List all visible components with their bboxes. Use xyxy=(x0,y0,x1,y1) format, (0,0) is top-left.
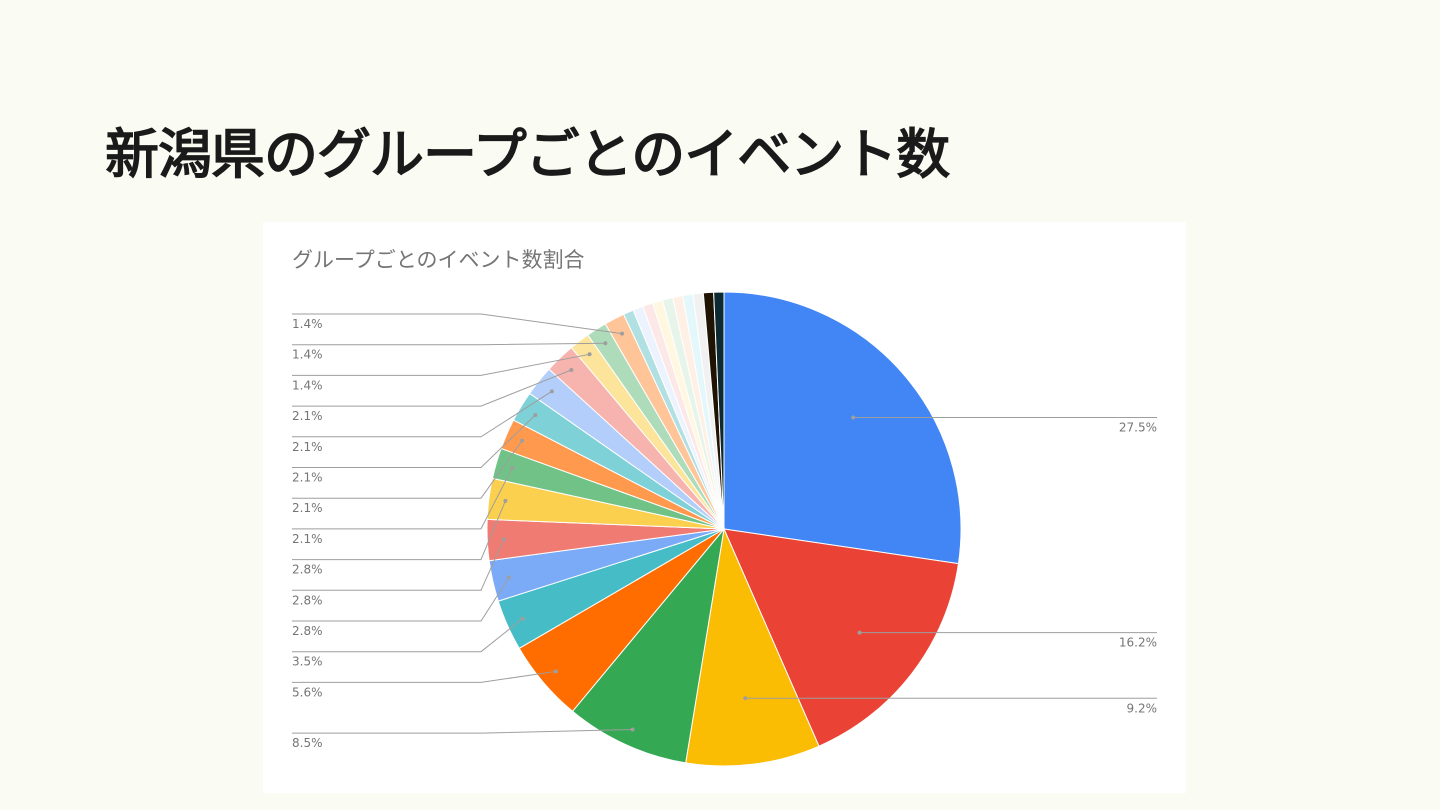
slice-percent-label: 2.1% xyxy=(292,409,323,423)
leader-line xyxy=(292,577,510,622)
slice-percent-label: 1.4% xyxy=(292,378,323,392)
slide-title: 新潟県のグループごとのイベント数 xyxy=(105,123,950,186)
leader-line xyxy=(292,414,536,468)
leader-line xyxy=(292,313,623,335)
leader-lines: 27.5% 16.2% 9.2% 8.5% 5.6% 3.5% 2.8% 2.8% 2.8% 2.… xyxy=(292,313,1158,750)
slice-percent-label: 27.5% xyxy=(1119,421,1157,435)
leader-line xyxy=(292,390,553,438)
slice-percent-label: 1.4% xyxy=(292,317,323,331)
leader-line xyxy=(292,729,633,734)
leader-dot xyxy=(510,465,515,470)
leader-dot xyxy=(630,727,635,732)
leader-line xyxy=(292,618,523,653)
slice-percent-label: 2.8% xyxy=(292,624,323,638)
slice-percent-label: 5.6% xyxy=(292,685,323,699)
slice-percent-label: 2.1% xyxy=(292,471,323,485)
pie-slice xyxy=(723,528,960,747)
slice-percent-label: 16.2% xyxy=(1119,636,1157,650)
leader-line xyxy=(292,369,572,407)
slice-percent-label: 9.2% xyxy=(1127,701,1158,715)
slice-percent-label: 2.8% xyxy=(292,593,323,607)
pie-chart: グループごとのイベント数割合 27.5% 16.2% 9.2% 8.5% 5.6% 3.5… xyxy=(292,248,1158,767)
leader-line xyxy=(292,539,505,591)
pie-slice xyxy=(713,291,725,530)
leader-line xyxy=(292,440,523,499)
leader-line xyxy=(292,500,506,561)
slice-percent-label: 2.1% xyxy=(292,501,323,515)
leader-dot xyxy=(603,341,608,346)
slice-percent-label: 1.4% xyxy=(292,348,323,362)
pie-slice xyxy=(685,527,820,767)
slice-percent-label: 8.5% xyxy=(292,736,323,750)
leader-line xyxy=(292,342,606,346)
chart-title: グループごとのイベント数割合 xyxy=(292,248,585,272)
leader-line xyxy=(292,467,513,530)
pie-slice xyxy=(571,527,725,764)
slice-percent-label: 2.8% xyxy=(292,563,323,577)
leader-line xyxy=(292,670,556,683)
leader-dot xyxy=(501,537,506,542)
slice-percent-label: 2.1% xyxy=(292,532,323,546)
leader-line xyxy=(292,353,590,376)
leader-dot xyxy=(620,331,625,336)
pie-slice xyxy=(723,291,962,565)
pie-slices xyxy=(486,291,962,767)
pie-chart-card: グループごとのイベント数割合 27.5% 16.2% 9.2% 8.5% 5.6% 3.5… xyxy=(263,222,1186,793)
slice-percent-label: 2.1% xyxy=(292,440,323,454)
slice-percent-label: 3.5% xyxy=(292,655,323,669)
